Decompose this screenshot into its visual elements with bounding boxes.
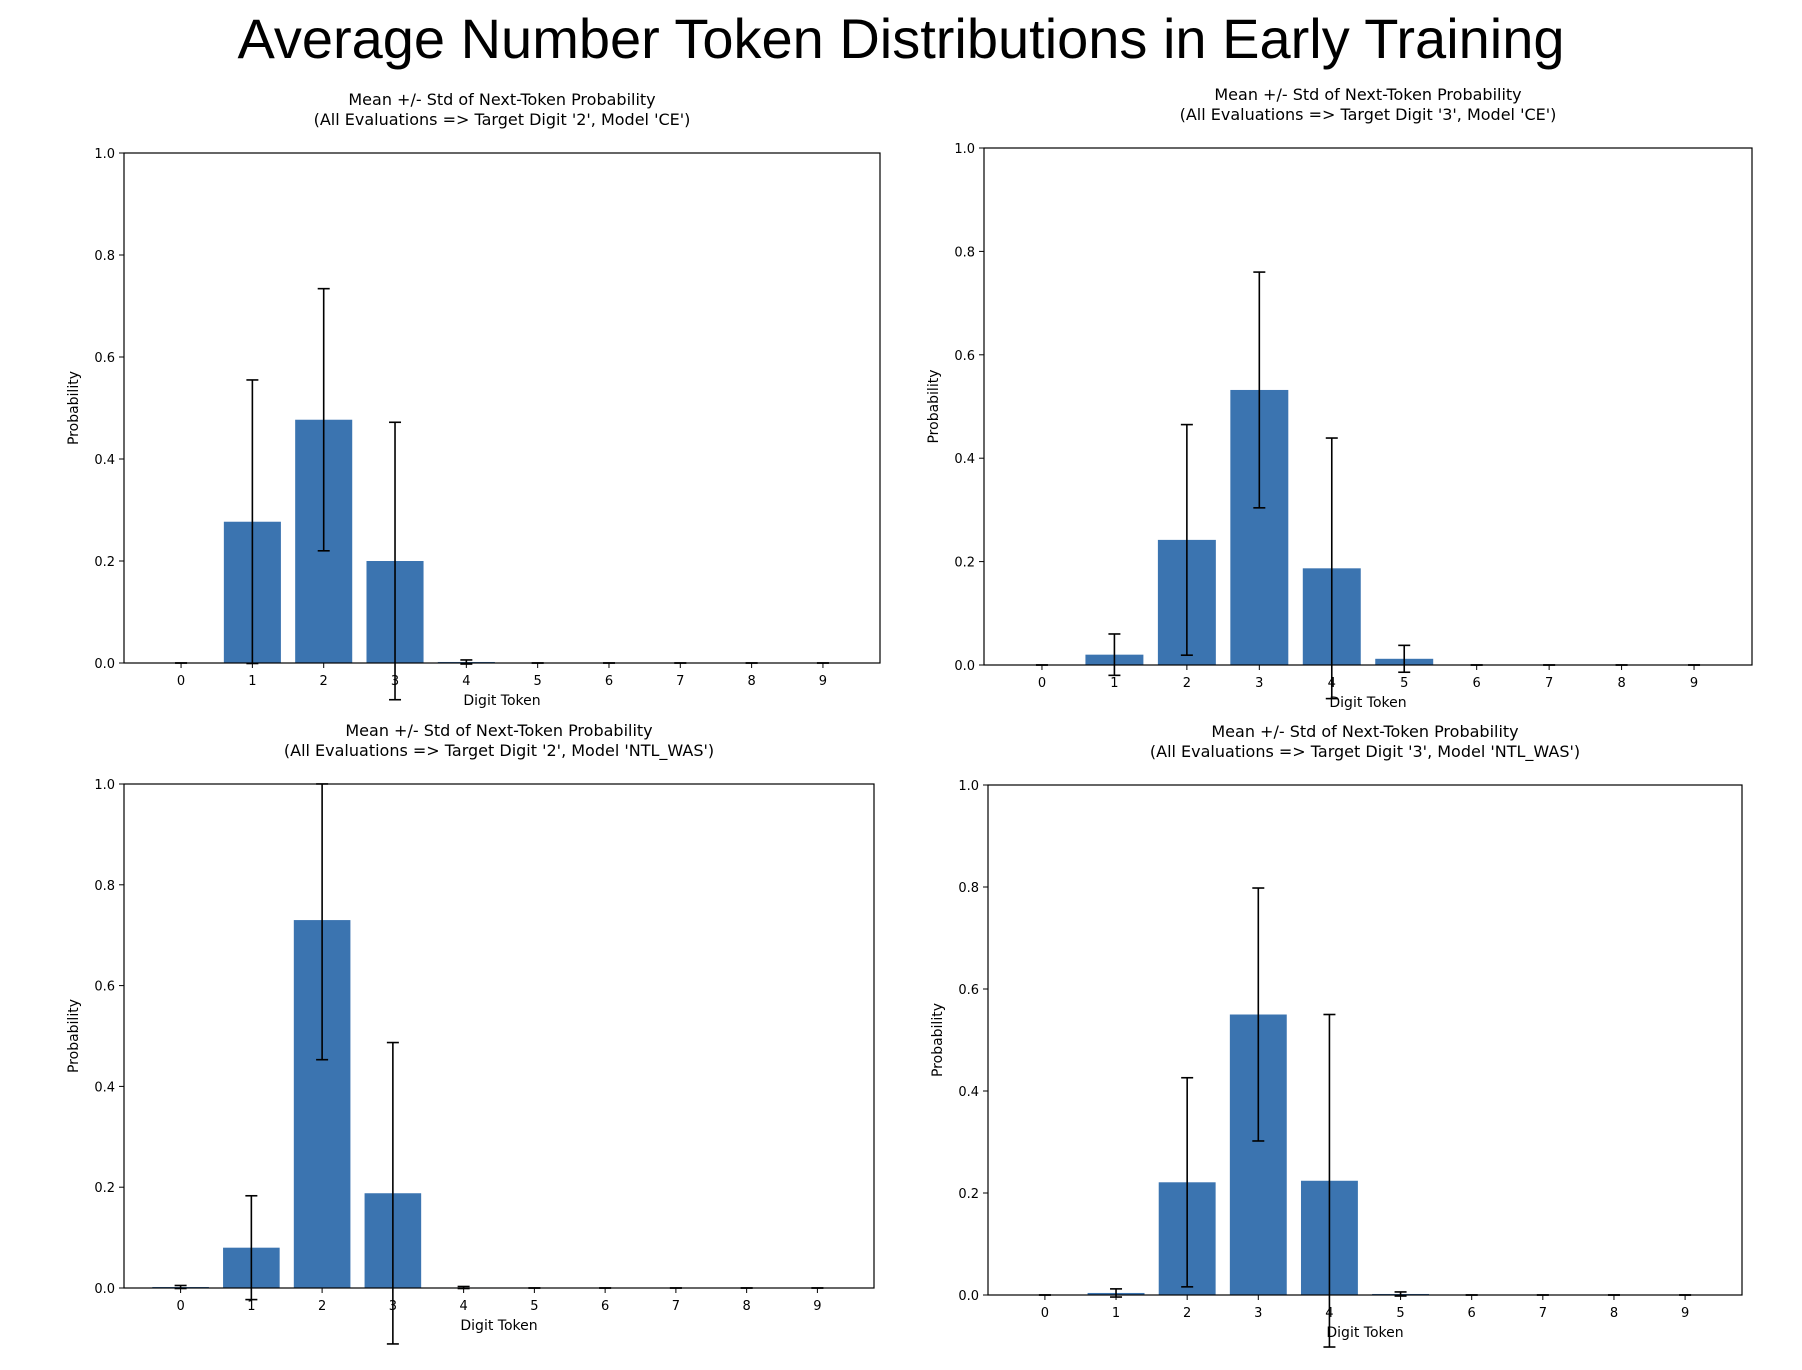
x-tick-label: 2	[318, 1299, 326, 1314]
x-tick-label: 1	[1112, 1306, 1120, 1321]
x-tick-label: 9	[819, 674, 827, 689]
x-tick-label: 7	[1539, 1306, 1547, 1321]
y-tick-label: 0.2	[94, 555, 115, 570]
x-tick-label: 2	[1183, 676, 1191, 691]
y-tick-label: 0.0	[94, 657, 115, 672]
chart-title-line1: Mean +/- Std of Next-Token Probability	[348, 90, 655, 109]
plot-frame	[983, 147, 1753, 666]
x-tick-label: 1	[1110, 676, 1118, 691]
y-tick-label: 0.8	[954, 245, 975, 260]
x-tick-label: 9	[1681, 1306, 1689, 1321]
x-tick-label: 5	[534, 674, 542, 689]
y-axis-label: Probability	[930, 1003, 946, 1077]
x-tick-label: 0	[176, 1299, 184, 1314]
x-tick-label: 5	[1400, 676, 1408, 691]
chart-title-line2: (All Evaluations => Target Digit '3', Mo…	[1180, 105, 1557, 124]
x-tick-label: 3	[389, 1299, 397, 1314]
y-tick-label: 0.6	[958, 983, 979, 998]
y-axis-label: Probability	[66, 999, 82, 1073]
y-tick-label: 0.0	[94, 1282, 115, 1297]
x-tick-label: 1	[248, 674, 256, 689]
y-tick-label: 0.4	[94, 1080, 115, 1095]
x-tick-label: 2	[320, 674, 328, 689]
x-tick-label: 2	[1183, 1306, 1191, 1321]
x-tick-label: 3	[1255, 676, 1263, 691]
x-tick-label: 7	[676, 674, 684, 689]
y-tick-label: 0.4	[94, 453, 115, 468]
y-tick-label: 1.0	[954, 142, 975, 157]
main-title: Average Number Token Distributions in Ea…	[237, 7, 1565, 70]
x-tick-label: 4	[1325, 1306, 1333, 1321]
x-tick-label: 8	[1617, 676, 1625, 691]
chart-title-line2: (All Evaluations => Target Digit '2', Mo…	[314, 110, 691, 129]
chart-title-line2: (All Evaluations => Target Digit '2', Mo…	[284, 741, 714, 761]
plot-frame	[987, 784, 1743, 1296]
x-tick-label: 4	[462, 674, 470, 689]
chart-title-line1: Mean +/- Std of Next-Token Probability	[1214, 85, 1521, 104]
y-axis-label: Probability	[926, 369, 942, 443]
chart-title-line1: Mean +/- Std of Next-Token Probability	[1211, 722, 1518, 741]
x-axis-label: Digit Token	[463, 693, 540, 709]
y-tick-label: 0.6	[94, 351, 115, 366]
x-tick-label: 8	[1610, 1306, 1618, 1321]
x-tick-label: 1	[247, 1299, 255, 1314]
y-tick-label: 0.6	[954, 349, 975, 364]
y-tick-label: 0.8	[94, 879, 115, 894]
y-tick-label: 0.0	[954, 659, 975, 674]
x-tick-label: 8	[743, 1299, 751, 1314]
y-tick-label: 1.0	[94, 147, 115, 162]
x-tick-label: 4	[1328, 676, 1336, 691]
x-tick-label: 6	[601, 1299, 609, 1314]
x-axis-label: Digit Token	[1326, 1325, 1403, 1341]
y-tick-label: 0.4	[958, 1085, 979, 1100]
y-axis-label: Probability	[66, 371, 82, 445]
x-tick-label: 3	[391, 674, 399, 689]
y-tick-label: 1.0	[94, 778, 115, 793]
x-tick-label: 5	[530, 1299, 538, 1314]
x-tick-label: 5	[1396, 1306, 1404, 1321]
x-tick-label: 9	[813, 1299, 821, 1314]
x-tick-label: 6	[1468, 1306, 1476, 1321]
x-axis-label: Digit Token	[1329, 695, 1406, 711]
x-tick-label: 0	[177, 674, 185, 689]
x-tick-label: 7	[1545, 676, 1553, 691]
x-tick-label: 0	[1038, 676, 1046, 691]
y-tick-label: 0.2	[94, 1181, 115, 1196]
x-tick-label: 8	[747, 674, 755, 689]
x-tick-label: 9	[1690, 676, 1698, 691]
plot-frame	[123, 152, 881, 664]
y-tick-label: 0.6	[94, 980, 115, 995]
y-tick-label: 0.8	[958, 881, 979, 896]
chart-title-line1: Mean +/- Std of Next-Token Probability	[345, 721, 652, 740]
plot-frame	[123, 783, 875, 1289]
x-tick-label: 4	[459, 1299, 467, 1314]
y-tick-label: 0.2	[954, 556, 975, 571]
x-tick-label: 3	[1254, 1306, 1262, 1321]
chart-title-line2: (All Evaluations => Target Digit '3', Mo…	[1150, 742, 1580, 762]
x-tick-label: 6	[605, 674, 613, 689]
x-tick-label: 6	[1473, 676, 1481, 691]
x-tick-label: 0	[1041, 1306, 1049, 1321]
y-tick-label: 0.8	[94, 249, 115, 264]
x-tick-label: 7	[672, 1299, 680, 1314]
y-tick-label: 1.0	[958, 779, 979, 794]
y-tick-label: 0.0	[958, 1289, 979, 1304]
y-tick-label: 0.2	[958, 1187, 979, 1202]
x-axis-label: Digit Token	[460, 1318, 537, 1334]
y-tick-label: 0.4	[954, 452, 975, 467]
